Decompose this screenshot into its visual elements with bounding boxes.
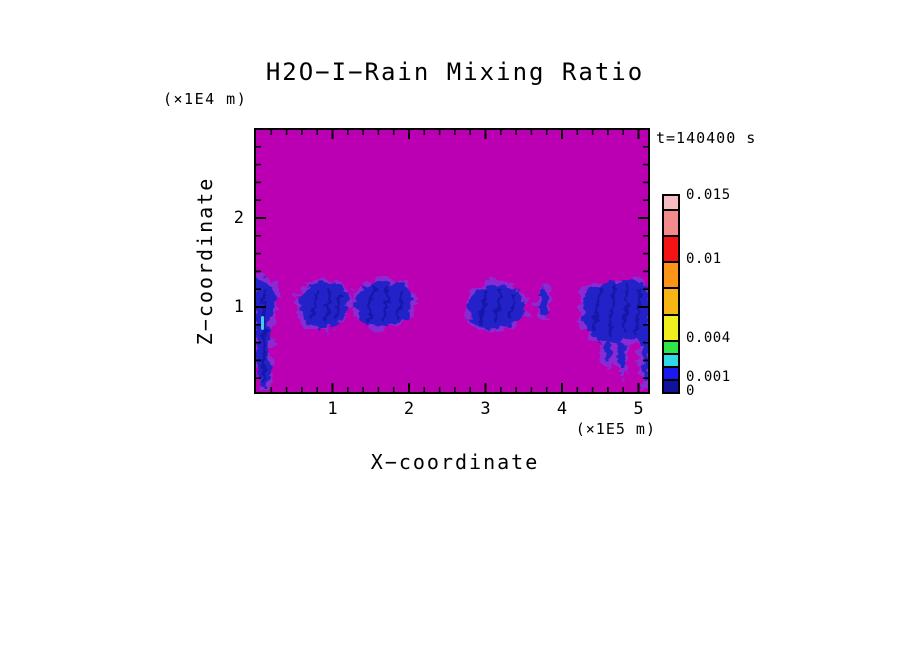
axis-ticks: [256, 130, 648, 392]
colorbar-tick-label: 0: [686, 383, 695, 399]
colorbar: [662, 194, 680, 394]
chart-title: H2O−I−Rain Mixing Ratio: [265, 58, 645, 86]
time-annotation: t=140400 s: [656, 129, 757, 147]
colorbar-segment: [664, 378, 678, 392]
colorbar-tick-label: 0.015: [686, 187, 731, 203]
plot-area: [254, 128, 650, 394]
colorbar-segment: [664, 352, 678, 366]
y-tick-label: 1: [233, 297, 244, 317]
colorbar-tick-label: 0.004: [686, 330, 731, 346]
y-axis-unit: (×1E4 m): [163, 90, 248, 108]
x-axis-unit: (×1E5 m): [575, 420, 656, 438]
contour-field: [256, 130, 648, 392]
cyan-maximum-spot: [261, 316, 264, 330]
colorbar-segment: [664, 209, 678, 236]
rain-streak-texture: [262, 284, 642, 382]
colorbar-segment: [664, 365, 678, 379]
colorbar-tick-label: 0.001: [686, 369, 731, 385]
colorbar-segment: [664, 196, 678, 210]
x-tick-label: 2: [403, 399, 415, 419]
y-axis-label: Z−coordinate: [193, 176, 217, 346]
colorbar-segment: [664, 261, 678, 288]
x-axis-label: X−coordinate: [370, 450, 540, 474]
colorbar-segment: [664, 339, 678, 353]
colorbar-tick-label: 0.01: [686, 251, 722, 267]
colorbar-segment: [664, 287, 678, 314]
colorbar-segment: [664, 235, 678, 262]
x-tick-label: 1: [327, 399, 338, 419]
x-tick-label: 3: [480, 399, 491, 419]
colorbar-segment: [664, 313, 678, 340]
x-tick-label: 5: [633, 399, 644, 419]
y-tick-label: 2: [233, 208, 244, 228]
x-tick-label: 4: [556, 399, 568, 419]
